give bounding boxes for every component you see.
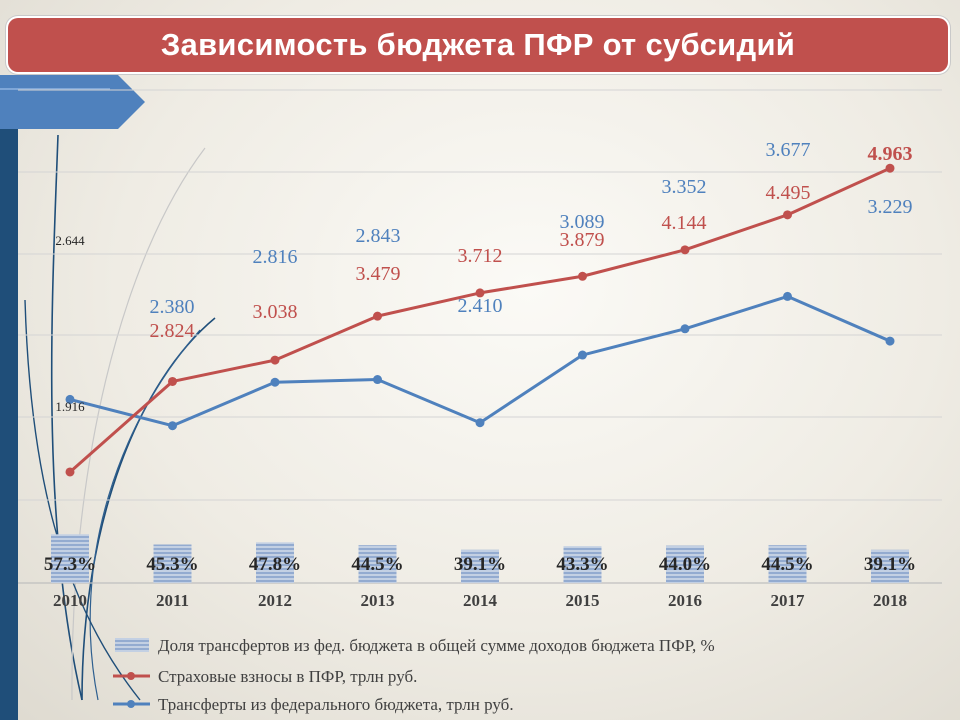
share-bars [51,534,909,583]
decorative-swooshes [24,134,216,701]
transfers-point-2014 [475,418,485,428]
insurance-label-2016: 4.144 [662,212,707,234]
legend-label-share: Доля трансфертов из фед. бюджета в общей… [158,636,715,655]
insurance-point-2010 [65,467,75,477]
x-tick-2017: 2017 [771,591,806,610]
share-label-2016: 44.0% [659,554,711,575]
transfers-point-2013 [373,375,382,385]
transfers-label-2017: 3.677 [766,139,811,161]
transfers-label-2013: 2.843 [356,225,401,247]
insurance-point-2011 [168,376,177,386]
legend-label-insurance: Страховые взносы в ПФР, трлн руб. [158,667,417,686]
x-tick-2018: 2018 [873,591,907,610]
transfers-label-2015: 3.089 [560,211,605,233]
transfers-point-2015 [578,350,587,360]
insurance-label-2014: 3.712 [458,245,503,267]
share-label-2018: 39.1% [864,554,916,575]
insurance-label-2012: 3.038 [253,301,298,323]
share-bar-2011 [153,544,192,583]
series-points [65,163,895,477]
share-bar-2012 [256,542,294,583]
share-bar-2017 [768,545,807,583]
share-bar-2016 [666,545,704,583]
transfers-point-2017 [783,291,792,301]
share-label-2010: 57.3% [44,554,96,575]
share-bar-2018 [871,549,909,583]
insurance-label-2018: 4.963 [868,143,913,165]
insurance-point-2015 [578,271,587,281]
legend: Доля трансфертов из фед. бюджета в общей… [113,636,715,714]
share-label-2011: 45.3% [146,554,198,575]
title-bar: Зависимость бюджета ПФР от субсидий [8,18,948,72]
insurance-point-2016 [680,245,690,255]
insurance-point-2012 [270,355,280,365]
insurance-label-2015: 3.879 [560,229,605,251]
legend-marker-transfers [127,700,135,708]
insurance-label-2011: 2.824 [150,320,195,342]
legend-label-transfers: Трансферты из федерального бюджета, трлн… [158,695,514,714]
x-tick-2012: 2012 [258,591,292,610]
share-label-2017: 44.5% [761,554,813,575]
transfers-label-2018: 3.229 [868,196,913,218]
share-bar-2015 [563,546,602,583]
transfers-label-2012: 2.816 [253,246,298,268]
legend-item-insurance: Страховые взносы в ПФР, трлн руб. [113,667,417,686]
transfers-point-2011 [168,421,177,431]
legend-item-share: Доля трансфертов из фед. бюджета в общей… [115,636,715,655]
legend-marker-insurance [127,672,135,680]
x-tick-2016: 2016 [668,591,702,610]
legend-item-transfers: Трансферты из федерального бюджета, трлн… [113,695,514,714]
legend-swatch-share [115,638,149,652]
share-bar-2013 [358,545,397,583]
left-accent-strip [0,75,18,720]
insurance-label-2010: 1.916 [55,399,85,414]
share-label-2013: 44.5% [351,554,403,575]
x-tick-2015: 2015 [566,591,600,610]
insurance-point-2013 [373,311,382,321]
x-tick-2010: 2010 [53,591,87,610]
transfers-label-2011: 2.380 [150,296,195,318]
transfers-point-2018 [885,336,895,346]
share-bar-2014 [461,549,499,583]
share-label-2012: 47.8% [249,554,301,575]
x-tick-2013: 2013 [361,591,395,610]
transfers-label-2016: 3.352 [662,176,707,198]
insurance-label-2013: 3.479 [356,263,401,285]
insurance-point-2017 [783,210,792,220]
transfers-label-2014: 2.410 [458,295,503,317]
insurance-label-2017: 4.495 [766,182,811,204]
share-label-2015: 43.3% [556,554,608,575]
share-bar-2010 [51,534,89,583]
share-labels: 57.3% 45.3% 47.8% 44.5% 39.1% 43.3% 44.0% 44.5%… [44,554,916,575]
series-data-labels: 2.644 2.380 2.816 2.843 2.410 3.089 3.352 3.677… [55,139,912,414]
arrow-tab-line [0,88,110,90]
page-title: Зависимость бюджета ПФР от субсидий [160,27,796,62]
x-tick-2014: 2014 [463,591,498,610]
insurance-point-2018 [885,163,895,173]
transfers-label-2010: 2.644 [55,233,85,248]
insurance-point-2014 [475,288,485,298]
x-tick-labels: 2010 2011 2012 2013 2014 2015 2016 2017 2018 [53,591,907,610]
share-label-2014: 39.1% [454,554,506,575]
transfers-point-2012 [270,377,280,387]
arrow-tab-decoration [0,75,145,129]
transfers-point-2016 [680,324,690,334]
x-tick-2011: 2011 [156,591,189,610]
transfers-point-2010 [65,394,75,404]
